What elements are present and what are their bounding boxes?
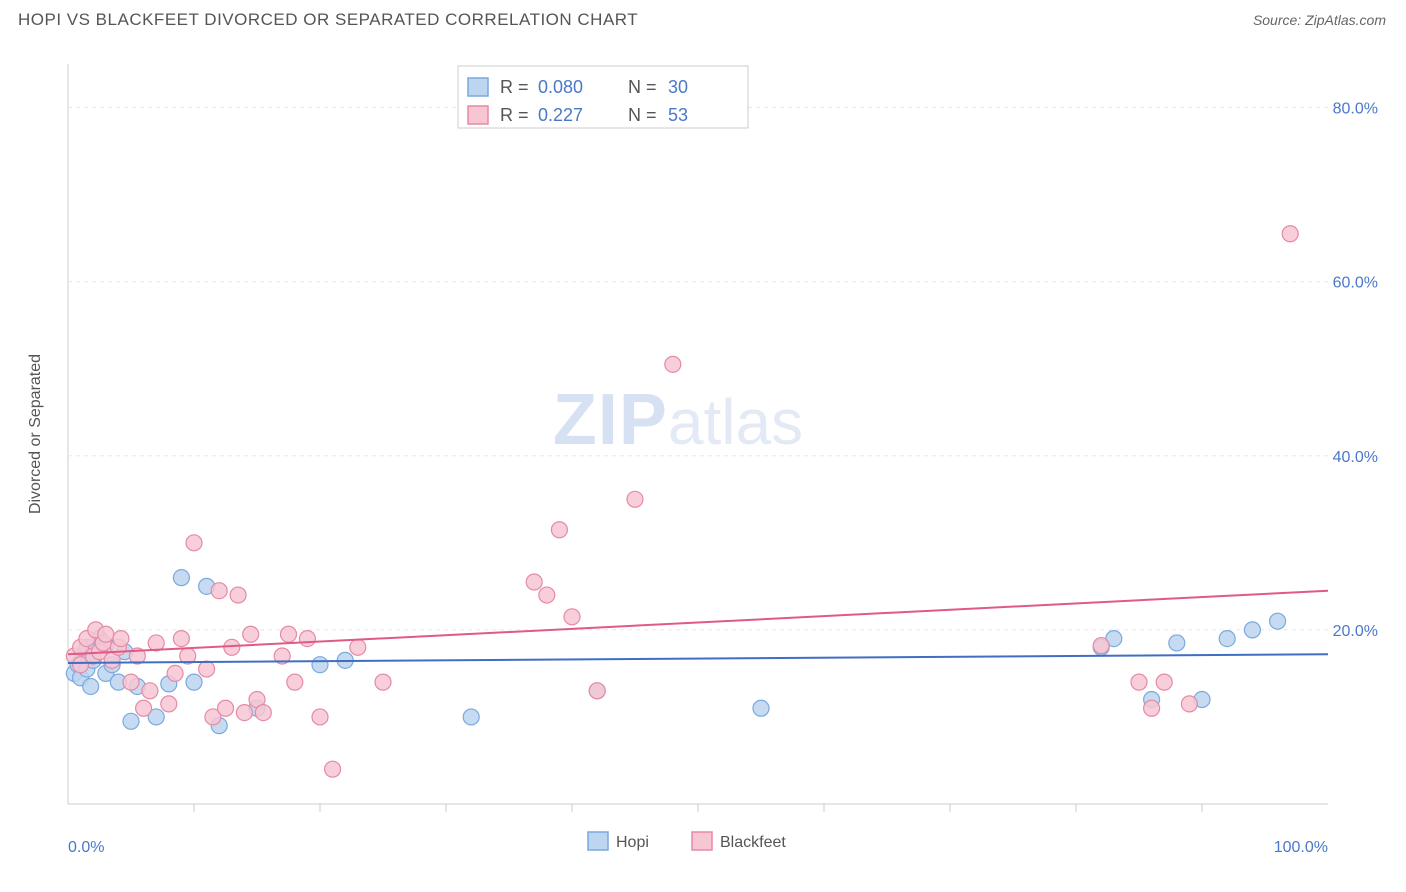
data-point: [463, 709, 479, 725]
data-point: [142, 683, 158, 699]
data-point: [123, 713, 139, 729]
data-point: [299, 631, 315, 647]
data-point: [224, 639, 240, 655]
data-point: [113, 631, 129, 647]
data-point: [218, 700, 234, 716]
data-point: [539, 587, 555, 603]
data-point: [589, 683, 605, 699]
data-point: [1181, 696, 1197, 712]
x-tick-label: 0.0%: [68, 839, 104, 856]
chart-header: HOPI VS BLACKFEET DIVORCED OR SEPARATED …: [0, 0, 1406, 36]
legend-swatch: [588, 832, 608, 850]
data-point: [255, 705, 271, 721]
data-point: [186, 535, 202, 551]
data-point: [1270, 613, 1286, 629]
data-point: [551, 522, 567, 538]
data-point: [564, 609, 580, 625]
y-tick-label: 40.0%: [1333, 449, 1378, 466]
data-point: [312, 709, 328, 725]
y-tick-label: 20.0%: [1333, 623, 1378, 640]
data-point: [1131, 674, 1147, 690]
legend-label: Hopi: [616, 834, 649, 851]
legend-label: Blackfeet: [720, 834, 786, 851]
stats-n-value: 53: [668, 105, 688, 125]
data-point: [350, 639, 366, 655]
data-point: [123, 674, 139, 690]
data-point: [1169, 635, 1185, 651]
data-point: [1144, 700, 1160, 716]
data-point: [1219, 631, 1235, 647]
data-point: [526, 574, 542, 590]
data-point: [1282, 226, 1298, 242]
y-tick-label: 80.0%: [1333, 101, 1378, 118]
data-point: [173, 570, 189, 586]
data-point: [243, 626, 259, 642]
data-point: [236, 705, 252, 721]
data-point: [230, 587, 246, 603]
trend-line-blackfeet: [68, 591, 1328, 655]
stats-r-value: 0.080: [538, 77, 583, 97]
data-point: [186, 674, 202, 690]
stats-n-label: N =: [628, 105, 657, 125]
data-point: [136, 700, 152, 716]
y-axis-label: Divorced or Separated: [27, 354, 44, 514]
data-point: [1156, 674, 1172, 690]
legend-swatch: [692, 832, 712, 850]
data-point: [199, 661, 215, 677]
stats-n-label: N =: [628, 77, 657, 97]
stats-swatch: [468, 106, 488, 124]
stats-r-label: R =: [500, 105, 529, 125]
correlation-chart: ZIPatlas 20.0% 40.0% 60.0% 80.0% 0.0% 100.0% Di…: [18, 44, 1388, 874]
data-point: [627, 491, 643, 507]
data-point: [161, 696, 177, 712]
data-point: [753, 700, 769, 716]
stats-r-label: R =: [500, 77, 529, 97]
data-point: [83, 678, 99, 694]
data-point: [1093, 638, 1109, 654]
series-blackfeet: [66, 226, 1298, 777]
data-point: [211, 583, 227, 599]
data-point: [287, 674, 303, 690]
trend-line-hopi: [68, 654, 1328, 663]
data-point: [173, 631, 189, 647]
chart-source: Source: ZipAtlas.com: [1253, 12, 1386, 28]
data-point: [1244, 622, 1260, 638]
x-tick-label: 100.0%: [1274, 839, 1328, 856]
chart-title: HOPI VS BLACKFEET DIVORCED OR SEPARATED …: [18, 10, 638, 30]
watermark: ZIPatlas: [553, 380, 803, 460]
stats-r-value: 0.227: [538, 105, 583, 125]
stats-n-value: 30: [668, 77, 688, 97]
data-point: [312, 657, 328, 673]
data-point: [281, 626, 297, 642]
data-point: [375, 674, 391, 690]
chart-container: ZIPatlas 20.0% 40.0% 60.0% 80.0% 0.0% 100.0% Di…: [18, 44, 1388, 874]
data-point: [665, 356, 681, 372]
data-point: [98, 626, 114, 642]
data-point: [167, 665, 183, 681]
stats-swatch: [468, 78, 488, 96]
data-point: [325, 761, 341, 777]
y-tick-label: 60.0%: [1333, 275, 1378, 292]
